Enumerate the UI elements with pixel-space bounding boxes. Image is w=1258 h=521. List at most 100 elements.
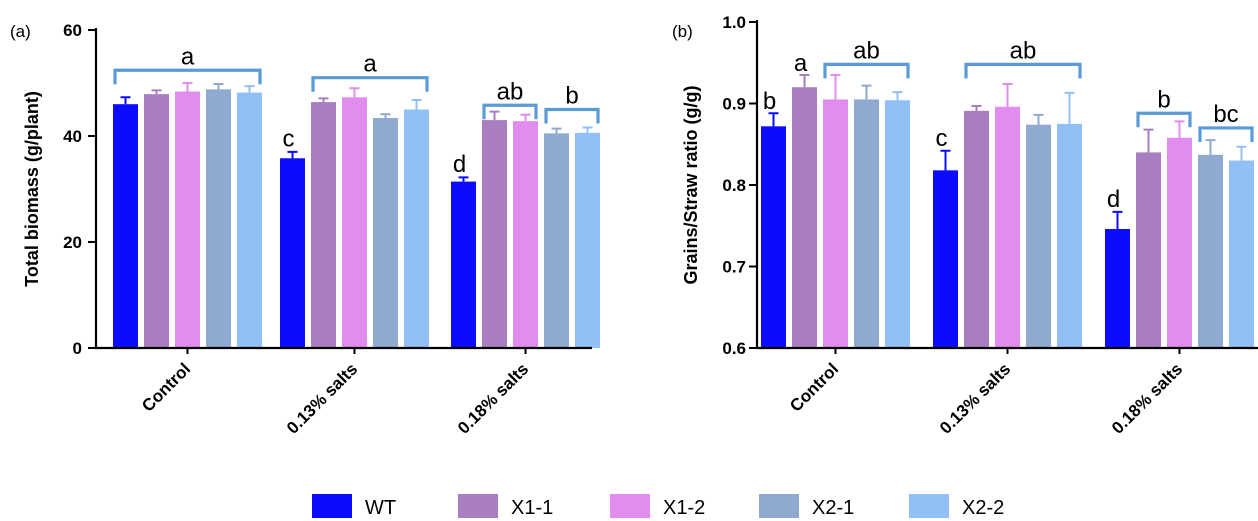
significance-letter: b bbox=[763, 88, 776, 115]
bar-WT-0-13-salts bbox=[280, 158, 305, 348]
significance-letter: bc bbox=[1213, 101, 1238, 128]
error-bar bbox=[1205, 139, 1216, 155]
significance-bracket bbox=[113, 68, 262, 85]
error-bar bbox=[349, 87, 360, 98]
bar-X1-1-0-18-salts bbox=[1136, 152, 1161, 348]
y-tick-label: 1.0 bbox=[722, 13, 746, 32]
bar-X2-1-0-18-salts bbox=[544, 133, 569, 348]
legend-swatch-X1-1 bbox=[458, 494, 498, 518]
legend-swatch-X1-2 bbox=[610, 494, 650, 518]
error-bar bbox=[411, 98, 422, 110]
significance-bracket bbox=[823, 62, 910, 79]
bar-X1-2-0-13-salts bbox=[995, 106, 1020, 348]
significance-letter: d bbox=[453, 151, 466, 178]
error-bar bbox=[1236, 145, 1247, 161]
legend-swatch-X2-2 bbox=[909, 494, 949, 518]
bar-WT-0-18-salts bbox=[1105, 229, 1130, 348]
bar-X2-2-0-13-salts bbox=[1057, 123, 1082, 348]
error-bar bbox=[971, 104, 982, 111]
significance-letter: c bbox=[283, 126, 295, 153]
y-tick-label: 20 bbox=[63, 233, 82, 252]
error-bar bbox=[318, 97, 329, 103]
legend-swatch-X2-1 bbox=[759, 494, 799, 518]
bar-X1-1-Control bbox=[144, 94, 169, 348]
significance-letter: ab bbox=[497, 78, 524, 105]
legend-label-X1-2: X1-2 bbox=[663, 497, 705, 519]
significance-letter: a bbox=[794, 50, 808, 77]
bar-X2-2-0-13-salts bbox=[404, 109, 429, 348]
significance-bracket bbox=[1198, 126, 1254, 142]
bar-X1-1-Control bbox=[792, 87, 817, 348]
bar-WT-Control bbox=[113, 104, 138, 348]
error-bar bbox=[1143, 128, 1154, 153]
x-tick-label: 0.18% salts bbox=[454, 359, 532, 437]
chart-panel-a: (a) Total biomass (g/plant) 0 20 40 60 Control… bbox=[10, 21, 600, 438]
error-bar bbox=[830, 73, 841, 100]
significance-letter: b bbox=[1157, 86, 1170, 113]
bar-X2-1-0-18-salts bbox=[1198, 154, 1223, 348]
y-axis-title: Total biomass (g/plant) bbox=[22, 91, 42, 287]
bar-X2-1-Control bbox=[854, 99, 879, 348]
y-axis-title: Grains/Straw ratio (g/g) bbox=[681, 85, 701, 284]
error-bar bbox=[940, 149, 951, 171]
error-bar bbox=[151, 89, 162, 95]
bar-X1-2-0-18-salts bbox=[513, 121, 538, 348]
bar-WT-0-18-salts bbox=[451, 181, 476, 348]
error-bar bbox=[458, 176, 469, 182]
significance-letter: a bbox=[363, 51, 377, 78]
chart-panel-b: (b) Grains/Straw ratio (g/g) 0.6 0.7 0.8 0.9 1… bbox=[672, 13, 1258, 438]
significance-letter: b bbox=[565, 83, 578, 110]
error-bar bbox=[244, 85, 255, 93]
error-bar bbox=[489, 110, 500, 121]
error-bar bbox=[892, 91, 903, 101]
error-bar bbox=[380, 113, 391, 118]
y-tick-label: 0.9 bbox=[722, 95, 746, 114]
significance-letter: ab bbox=[853, 37, 880, 64]
significance-bracket bbox=[964, 62, 1082, 79]
bar-X1-1-0-13-salts bbox=[964, 110, 989, 349]
significance-letter: ab bbox=[1010, 37, 1037, 64]
error-bar bbox=[287, 150, 298, 159]
error-bar bbox=[582, 126, 593, 133]
error-bar bbox=[213, 83, 224, 90]
y-tick-label: 60 bbox=[63, 21, 82, 40]
bar-WT-0-13-salts bbox=[933, 170, 958, 348]
x-tick-label: Control bbox=[786, 359, 842, 415]
bar-X1-2-Control bbox=[175, 91, 200, 348]
error-bar bbox=[1112, 210, 1123, 230]
error-bar bbox=[120, 96, 131, 105]
significance-bracket bbox=[482, 103, 538, 120]
significance-bracket bbox=[544, 107, 600, 124]
bar-X2-2-Control bbox=[237, 92, 262, 348]
x-tick-label: 0.13% salts bbox=[283, 359, 361, 437]
error-bar bbox=[1064, 91, 1075, 124]
error-bar bbox=[768, 112, 779, 127]
legend-swatch-WT bbox=[312, 494, 352, 518]
error-bar bbox=[799, 73, 810, 88]
bar-X2-2-0-18-salts bbox=[1229, 160, 1254, 348]
panel-label: (b) bbox=[672, 22, 693, 41]
legend: WT X1-1 X1-2 X2-1 X2-2 bbox=[312, 494, 1004, 519]
bar-X2-2-0-18-salts bbox=[575, 132, 600, 348]
significance-letter: a bbox=[181, 43, 195, 70]
significance-bracket bbox=[311, 76, 429, 92]
bar-X1-2-Control bbox=[823, 99, 848, 348]
bar-X2-1-Control bbox=[206, 89, 231, 349]
bar-X1-1-0-13-salts bbox=[311, 102, 336, 348]
error-bar bbox=[551, 127, 562, 134]
x-tick-label: 0.18% salts bbox=[1108, 359, 1186, 437]
legend-label-WT: WT bbox=[365, 497, 396, 519]
y-tick-label: 40 bbox=[63, 127, 82, 146]
bar-X2-1-0-13-salts bbox=[1026, 124, 1051, 348]
significance-letter: c bbox=[936, 125, 948, 152]
bar-X1-2-0-13-salts bbox=[342, 97, 367, 348]
legend-label-X2-2: X2-2 bbox=[962, 497, 1004, 519]
bar-WT-Control bbox=[761, 126, 786, 348]
error-bar bbox=[520, 113, 531, 122]
y-tick-label: 0.7 bbox=[722, 258, 746, 277]
y-tick-label: 0 bbox=[73, 339, 82, 358]
bar-X2-2-Control bbox=[885, 100, 910, 349]
bar-X1-1-0-18-salts bbox=[482, 120, 507, 348]
panel-label: (a) bbox=[10, 22, 31, 41]
y-tick-label: 0.6 bbox=[722, 339, 746, 358]
